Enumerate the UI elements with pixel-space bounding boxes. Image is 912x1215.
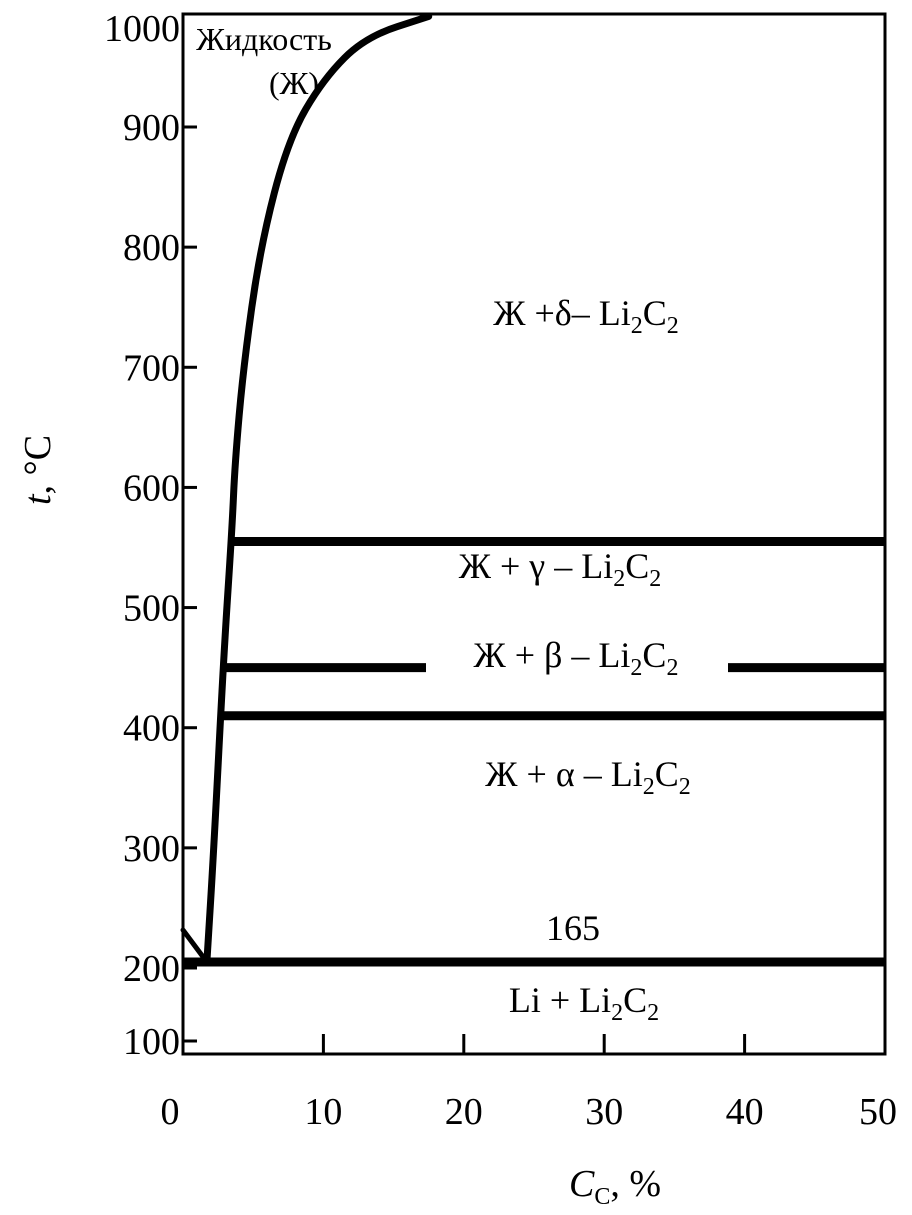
x-tick-label: 40 (726, 1091, 764, 1133)
liquid-region-label: Жидкость (196, 21, 332, 57)
region-label-beta-background (426, 630, 728, 680)
region-label-delta: Ж +δ– Li2C2 (493, 293, 679, 339)
y-tick-label: 1000 (104, 8, 180, 50)
y-tick-label: 500 (123, 588, 180, 630)
y-axis-title: t, °C (17, 435, 59, 505)
region-label-gamma: Ж + γ – Li2C2 (459, 546, 661, 592)
liquidus-branch (180, 927, 210, 965)
region-label-solid: Li + Li2C2 (509, 980, 659, 1026)
region-label-beta: Ж + β – Li2C2 (474, 635, 679, 681)
x-axis-title: CC, % (569, 1163, 661, 1210)
y-tick-label: 100 (123, 1021, 180, 1063)
y-axis-ticks: 1000 900 800 700 600 500 400 300 200 100 (104, 8, 197, 1063)
liquid-region-symbol: (Ж) (269, 65, 319, 101)
y-tick-label: 900 (123, 107, 180, 149)
y-tick-label: 600 (123, 467, 180, 509)
y-tick-label: 300 (123, 828, 180, 870)
liquidus-curve (203, 12, 433, 966)
x-tick-label: 0 (161, 1091, 180, 1133)
x-tick-label: 10 (304, 1091, 342, 1133)
x-tick-label: 50 (859, 1091, 897, 1133)
x-axis-ticks: 0 10 20 30 40 50 (161, 1034, 897, 1133)
region-label-alpha: Ж + α – Li2C2 (485, 754, 690, 800)
y-tick-label: 400 (123, 708, 180, 750)
eutectic-temperature-label: 165 (546, 908, 600, 948)
y-tick-label: 800 (123, 227, 180, 269)
y-tick-label: 200 (123, 948, 180, 990)
y-tick-label: 700 (123, 347, 180, 389)
x-tick-label: 20 (445, 1091, 483, 1133)
plot-frame (181, 12, 887, 1056)
x-tick-label: 30 (585, 1091, 623, 1133)
